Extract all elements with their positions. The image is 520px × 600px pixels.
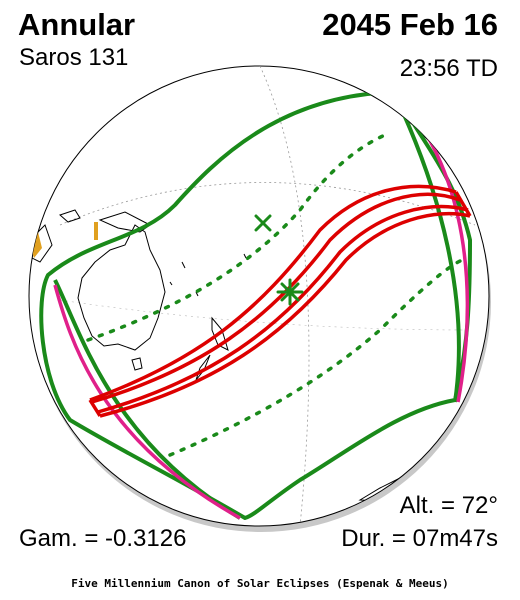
sunrise-curve bbox=[53, 284, 241, 520]
north-penumbral-limit bbox=[86, 133, 387, 342]
footer-credit: Five Millennium Canon of Solar Eclipses … bbox=[71, 577, 449, 590]
annular-south-edge bbox=[99, 211, 471, 418]
gamma-label: Gam. = -0.3126 bbox=[19, 525, 187, 552]
australia-outline bbox=[77, 224, 166, 351]
penumbra-inner-curve bbox=[53, 279, 242, 520]
land-highlight bbox=[94, 222, 98, 240]
penumbra-outline bbox=[39, 90, 472, 520]
land-highlight bbox=[485, 218, 489, 232]
south-penumbral-limit bbox=[168, 258, 464, 457]
annular-east-end bbox=[454, 191, 472, 217]
altitude-label: Alt. = 72° bbox=[399, 492, 498, 519]
graticule-line bbox=[59, 182, 476, 226]
pacific-islands-outline bbox=[169, 253, 247, 297]
eclipse-type-title: Annular bbox=[18, 7, 136, 42]
penumbra-right-curve bbox=[393, 94, 461, 403]
penumbra-dotted-limits bbox=[86, 133, 464, 457]
globe bbox=[28, 65, 490, 527]
annular-south-limit bbox=[97, 204, 469, 414]
graticule-line bbox=[259, 66, 310, 526]
annular-north-limit bbox=[91, 192, 461, 404]
duration-label: Dur. = 07m47s bbox=[341, 525, 498, 552]
x-marker bbox=[254, 214, 272, 232]
islands-outline bbox=[59, 209, 81, 223]
annular-west-end bbox=[88, 399, 102, 417]
asia-islands-outline bbox=[29, 224, 53, 263]
saros-label: Saros 131 bbox=[19, 44, 129, 71]
eclipse-time: 23:56 TD bbox=[399, 55, 498, 82]
annular-path bbox=[88, 184, 472, 418]
star-marker bbox=[276, 278, 304, 306]
tasmania-outline bbox=[131, 357, 143, 371]
eclipse-date: 2045 Feb 16 bbox=[322, 7, 498, 42]
coastlines bbox=[29, 209, 479, 503]
annular-north-edge bbox=[89, 184, 457, 402]
graticule-line bbox=[59, 299, 471, 331]
